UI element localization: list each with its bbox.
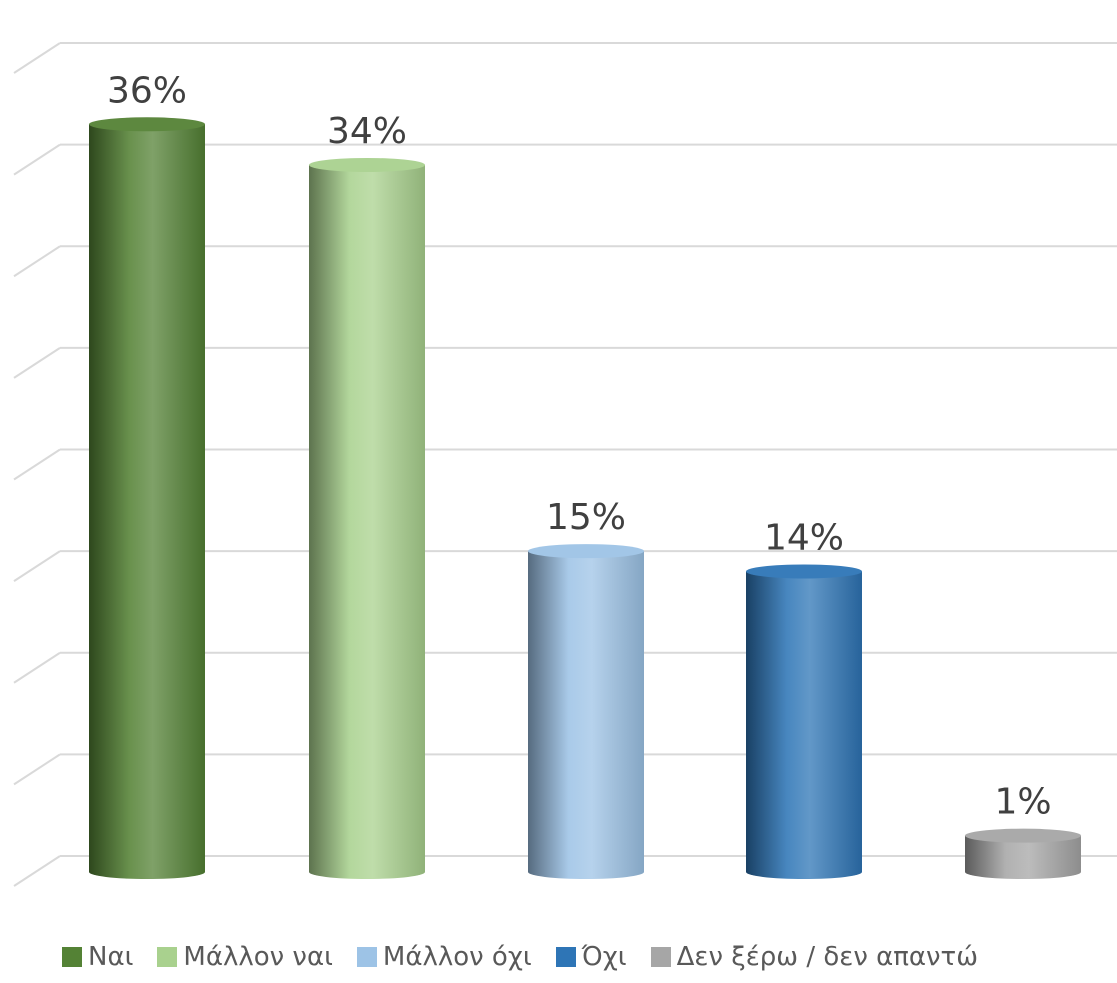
legend-label: Όχι: [581, 942, 627, 972]
data-label: 1%: [994, 782, 1051, 823]
bar-top: [528, 544, 644, 559]
data-labels: 36% 34% 15% 14% 1%: [107, 70, 1052, 822]
legend-label: Μάλλον ναι: [183, 942, 333, 972]
gridline-side: [13, 855, 61, 887]
bar: [965, 828, 1081, 879]
legend-swatch: [555, 947, 576, 967]
bar-body: [965, 835, 1081, 879]
data-label: 14%: [764, 517, 844, 558]
bar-top: [309, 157, 425, 172]
legend-label: Δεν ξέρω / δεν απαντώ: [676, 942, 978, 972]
gridline-side: [13, 753, 61, 786]
gridline-side: [13, 651, 61, 684]
gridline-side: [13, 448, 61, 481]
gridline-side: [13, 347, 61, 379]
bars: [89, 117, 1081, 880]
bar: [309, 157, 425, 879]
legend-swatch: [62, 947, 82, 967]
bar-top: [89, 117, 205, 132]
bar: [528, 544, 644, 879]
legend-item: Δεν ξέρω / δεν απαντώ: [650, 942, 978, 972]
gridline-side: [13, 550, 61, 582]
legend-item: Μάλλον όχι: [356, 942, 532, 972]
legend-label: Ναι: [88, 942, 134, 972]
bar-body: [309, 164, 425, 879]
gridline-side: [13, 143, 61, 176]
legend: Ναι Μάλλον ναι Μάλλον όχι Όχι Δεν ξέρω / δεν…: [62, 942, 1002, 972]
gridline-side: [13, 245, 61, 278]
data-label: 34%: [327, 111, 407, 152]
legend-label: Μάλλον όχι: [382, 942, 532, 972]
bar-top: [965, 828, 1081, 843]
legend-swatch: [650, 947, 671, 967]
legend-item: Ναι: [62, 942, 133, 972]
bar-body: [89, 124, 205, 880]
legend-swatch: [356, 947, 377, 967]
legend-item: Όχι: [555, 942, 627, 972]
bar-body: [528, 551, 644, 879]
bar-top: [746, 564, 862, 579]
legend-item: Μάλλον ναι: [157, 942, 333, 972]
bar: [89, 117, 205, 880]
bar-body: [746, 571, 862, 879]
data-label: 36%: [107, 70, 187, 111]
data-label: 15%: [546, 497, 626, 538]
legend-swatch: [157, 947, 178, 967]
gridline-side: [13, 42, 61, 74]
bar: [746, 564, 862, 879]
